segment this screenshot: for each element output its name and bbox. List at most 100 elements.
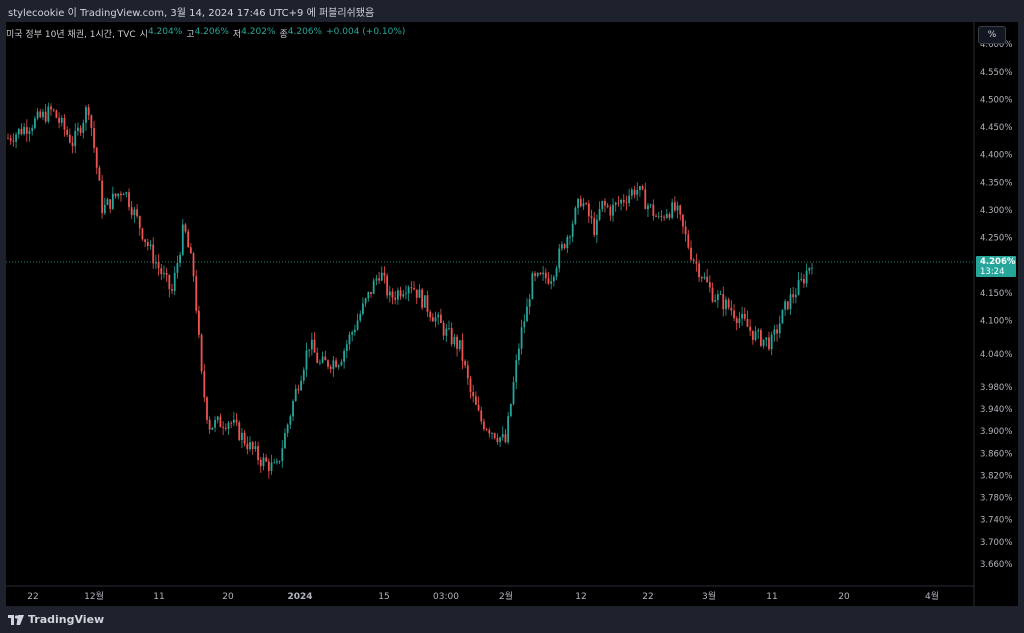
- candle-body: [329, 366, 332, 370]
- price-axis: [974, 22, 1018, 606]
- candle-body: [396, 290, 399, 300]
- candle-body: [386, 275, 389, 296]
- candle-body: [625, 202, 628, 204]
- candle-body: [456, 336, 458, 349]
- candle-body: [741, 313, 743, 319]
- candle-body: [789, 294, 792, 310]
- candle-body: [743, 313, 746, 319]
- y-tick-label: 4.600%: [980, 40, 1012, 50]
- candle-body: [803, 278, 805, 284]
- candle-body: [523, 321, 526, 328]
- x-tick-label: 2024: [287, 592, 312, 602]
- x-tick-label: 4월: [925, 590, 939, 602]
- candle-body: [171, 289, 173, 291]
- candle-body: [136, 209, 138, 217]
- candle-body: [512, 382, 515, 404]
- x-tick-label: 22: [27, 592, 38, 602]
- candle-body: [442, 323, 445, 336]
- candle-body: [515, 360, 518, 383]
- candle-body: [7, 138, 9, 139]
- candle-body: [466, 365, 469, 379]
- candle-body: [58, 117, 60, 123]
- candle-body: [31, 128, 34, 131]
- candle-body: [305, 350, 308, 370]
- candle-body: [698, 263, 700, 278]
- candle-body: [319, 362, 321, 364]
- candle-body: [106, 199, 109, 205]
- last-price-value: 4.206%: [980, 257, 1016, 267]
- candle-body: [50, 106, 52, 110]
- candle-body: [173, 272, 176, 291]
- candle-body: [415, 289, 418, 298]
- candle-body: [786, 301, 789, 310]
- x-tick-label: 20: [222, 592, 234, 602]
- candle-body: [776, 329, 778, 334]
- candle-body: [708, 282, 711, 288]
- candle-body: [808, 267, 811, 271]
- candle-body: [595, 219, 598, 235]
- candle-body: [152, 244, 155, 264]
- candle-body: [663, 216, 666, 218]
- percent-scale-button[interactable]: %: [978, 26, 1006, 44]
- candle-body: [230, 422, 233, 424]
- candle-body: [157, 262, 160, 269]
- candle-body: [604, 200, 606, 206]
- candle-body: [609, 206, 612, 216]
- candlestick-chart[interactable]: 4.600% 4.550% 4.500% 4.450% 4.400% 4.350% 4.30…: [6, 22, 1018, 606]
- candle-body: [141, 228, 144, 240]
- candle-body: [111, 193, 114, 209]
- candle-body: [528, 298, 531, 307]
- candle-body: [805, 270, 808, 284]
- candle-body: [504, 434, 507, 443]
- candle-body: [676, 205, 679, 211]
- high-value: 4.206%: [194, 27, 229, 37]
- candle-body: [101, 180, 104, 214]
- close-label: 종: [279, 30, 288, 40]
- low-label: 저: [232, 30, 242, 40]
- candle-body: [79, 127, 82, 133]
- candle-body: [351, 332, 354, 335]
- candle-body: [160, 268, 163, 275]
- candle-body: [429, 311, 432, 318]
- candle-body: [284, 433, 286, 449]
- candle-body: [313, 339, 316, 353]
- candle-body: [39, 111, 42, 118]
- chart-panel[interactable]: 4.600% 4.550% 4.500% 4.450% 4.400% 4.350% 4.30…: [6, 22, 1018, 606]
- y-tick-label: 4.550%: [980, 68, 1012, 78]
- symbol-legend: 미국 정부 10년 채권, 1시간, TVC 시 4.204% 고 4.206% 저…: [6, 27, 405, 40]
- y-tick-label: 4.100%: [980, 317, 1012, 327]
- candle-body: [735, 318, 738, 324]
- candle-body: [593, 218, 596, 235]
- candle-body: [265, 457, 268, 462]
- candle-body: [179, 254, 181, 264]
- candle-body: [649, 204, 652, 206]
- candle-body: [275, 461, 278, 463]
- candle-body: [641, 186, 644, 190]
- candle-body: [682, 214, 684, 227]
- footer-brand[interactable]: TradingView: [28, 613, 105, 626]
- candle-body: [590, 216, 593, 219]
- candle-body: [569, 236, 571, 238]
- candle-body: [474, 396, 477, 405]
- candle-body: [458, 340, 461, 349]
- y-tick-label: 3.740%: [980, 516, 1012, 526]
- candle-body: [652, 204, 655, 217]
- candle-body: [507, 416, 510, 443]
- candle-body: [335, 360, 337, 368]
- candle-body: [44, 111, 47, 122]
- candle-body: [372, 280, 375, 294]
- candle-body: [117, 193, 120, 197]
- candle-body: [800, 278, 803, 280]
- candle-body: [639, 186, 641, 190]
- publish-info-text: stylecookie 이 TradingView.com, 3월 14, 20…: [8, 7, 375, 19]
- candle-body: [63, 117, 66, 130]
- candle-body: [47, 106, 50, 122]
- candle-body: [725, 299, 727, 310]
- candle-body: [601, 200, 604, 210]
- candle-body: [558, 248, 561, 269]
- y-tick-label: 3.700%: [980, 538, 1012, 548]
- candle-body: [598, 209, 601, 220]
- candle-body: [254, 446, 257, 449]
- candle-body: [340, 361, 343, 366]
- candle-body: [751, 330, 754, 340]
